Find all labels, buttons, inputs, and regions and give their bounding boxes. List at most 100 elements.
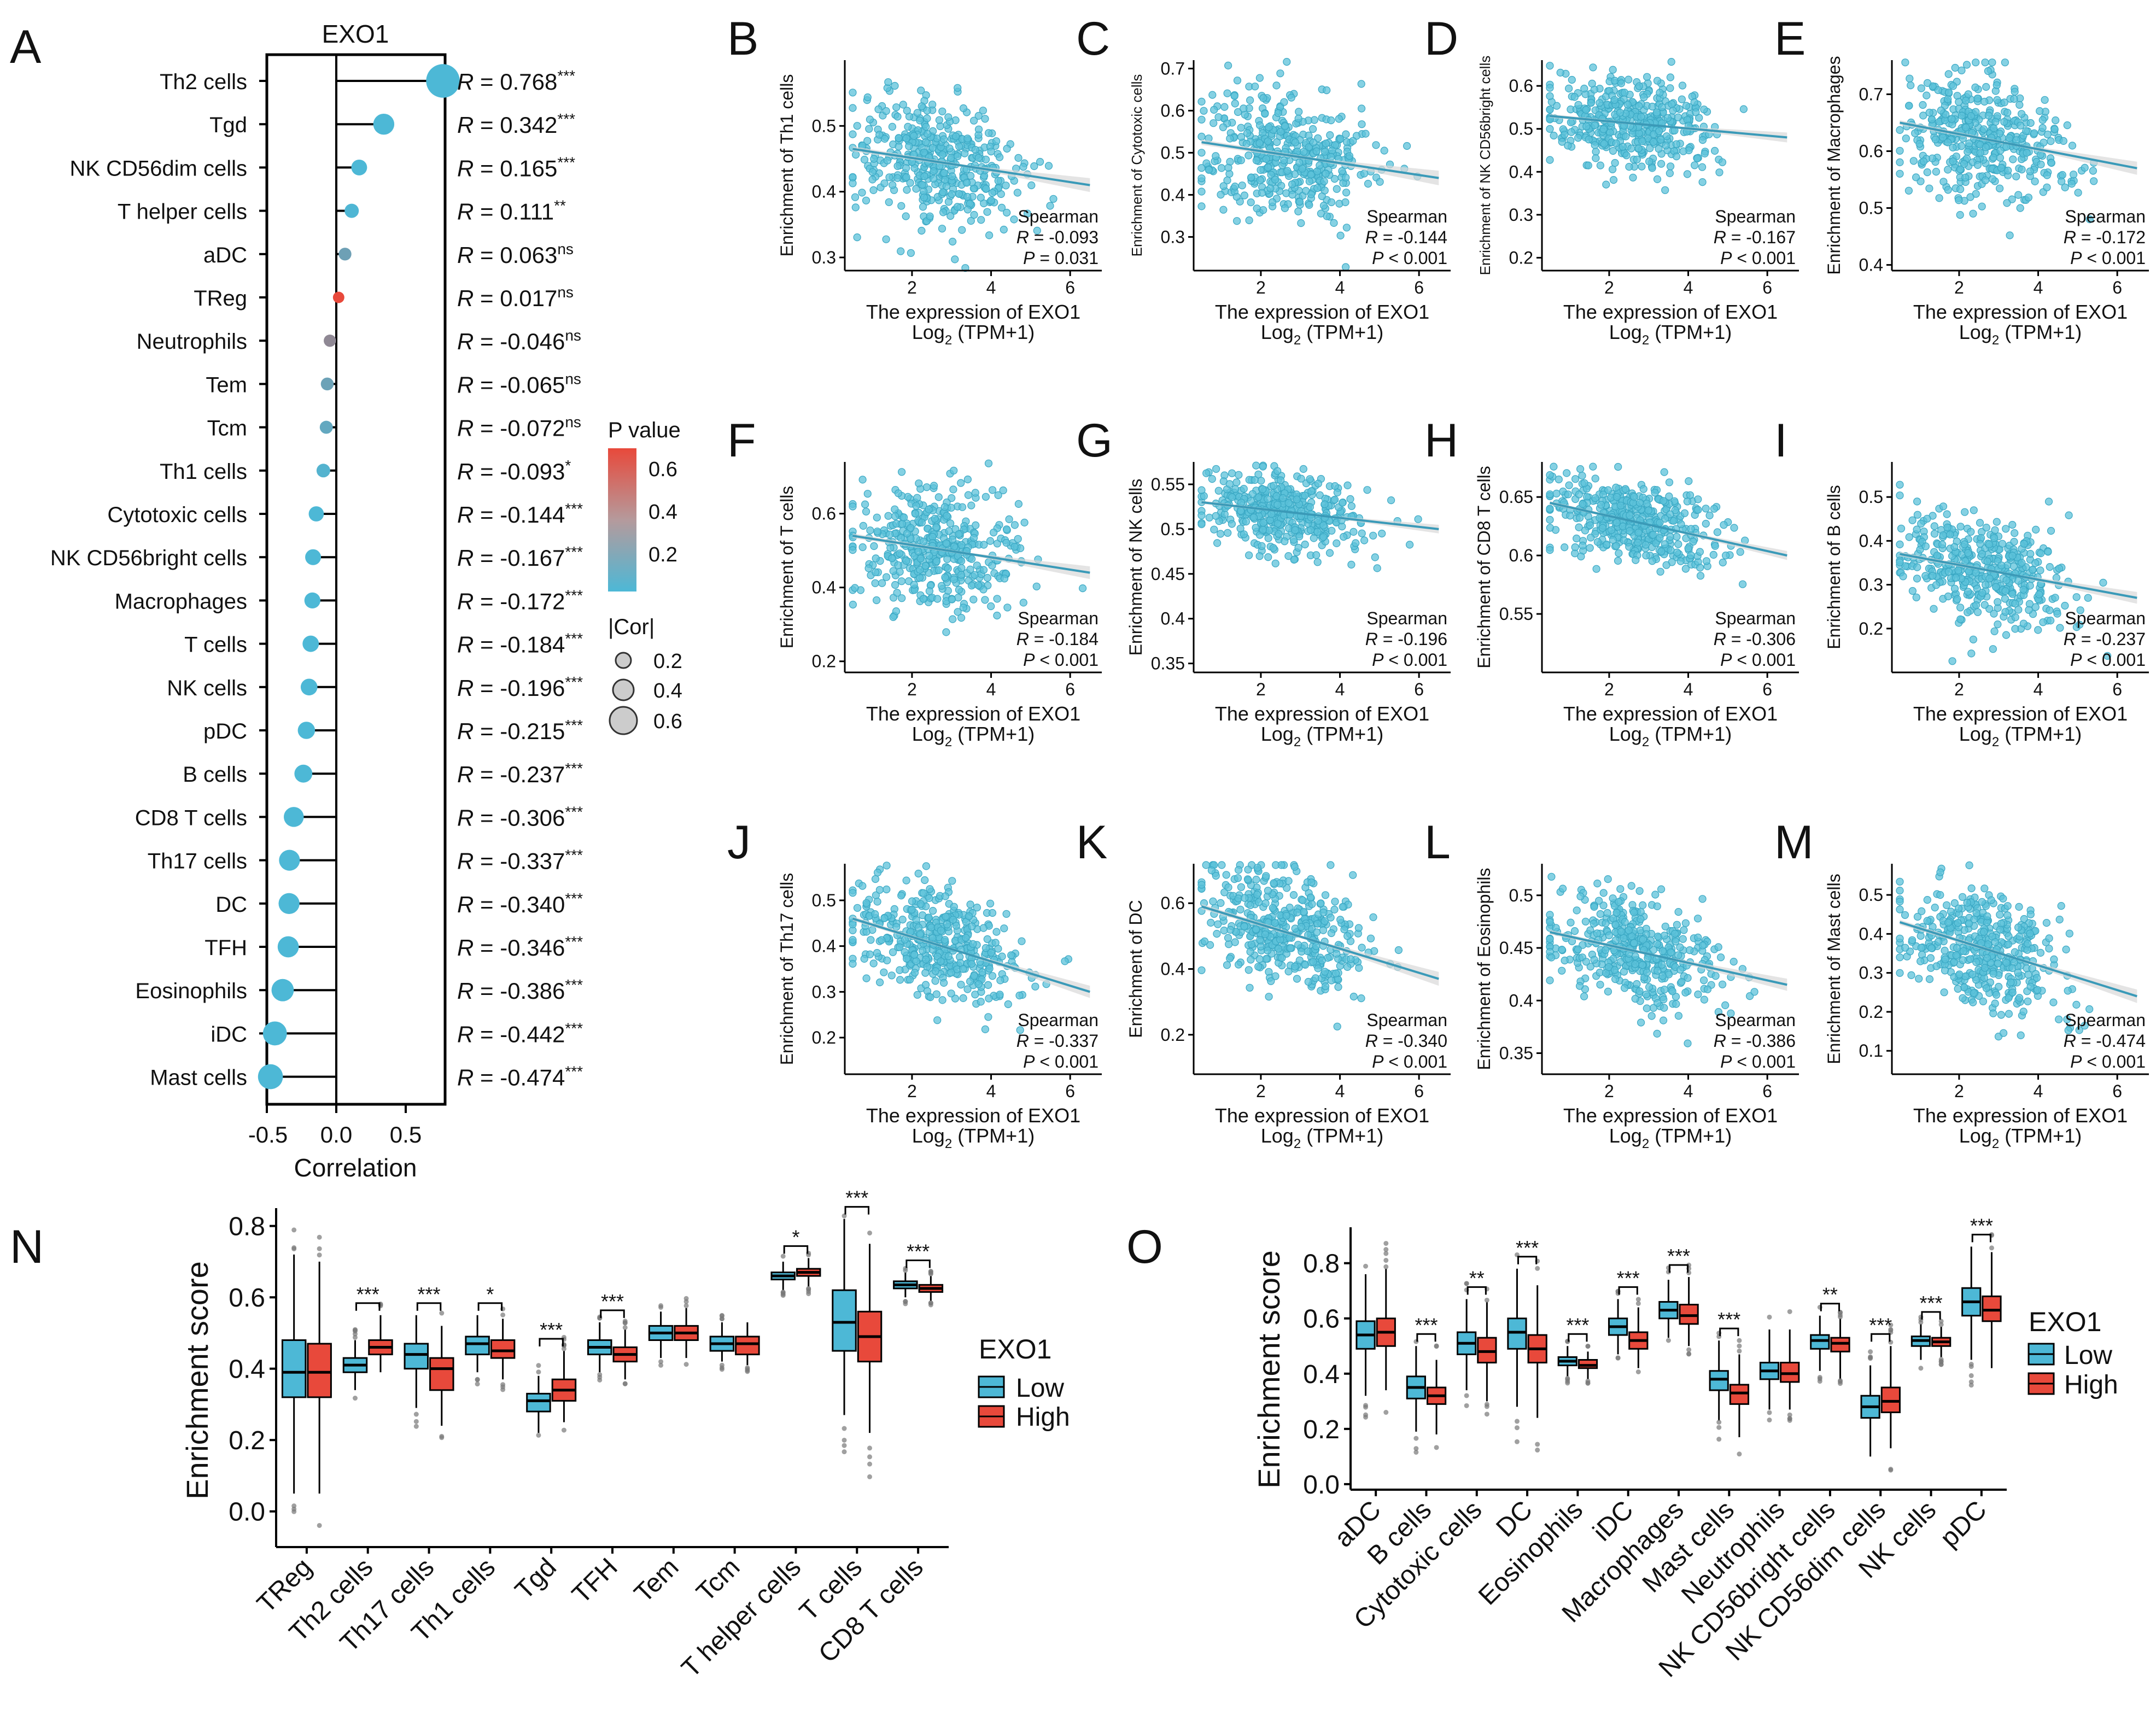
scatter-point <box>1246 983 1254 992</box>
scatter-point <box>1253 204 1261 213</box>
scatter-point <box>2039 618 2047 626</box>
scatter-point <box>871 910 879 918</box>
y-tick-label: 0.2 <box>1859 619 1883 639</box>
scatter-point <box>914 869 922 878</box>
scatter-point <box>923 107 931 115</box>
scatter-point <box>1030 162 1038 171</box>
scatter-point <box>1046 202 1054 210</box>
scatter-point <box>1956 604 1965 612</box>
scatter-point <box>1642 552 1650 560</box>
scatter-point <box>1014 535 1022 543</box>
scatter-point <box>2043 130 2052 139</box>
scatter-point <box>1660 497 1668 505</box>
scatter-point <box>1616 885 1625 893</box>
stats-r: R = -0.337 <box>1016 1031 1099 1051</box>
scatter-point <box>870 155 878 163</box>
scatter-point <box>1588 79 1596 87</box>
scatter-point <box>1245 216 1253 225</box>
y-tick-label: 0.7 <box>1161 58 1185 78</box>
scatter-point <box>1913 511 1921 519</box>
scatter-point <box>1276 69 1284 78</box>
cell-label: NK CD56bright cells <box>50 546 247 570</box>
scatter-point <box>1634 538 1642 547</box>
scatter-point <box>1597 501 1605 509</box>
x-tick-label: 2 <box>1604 278 1614 297</box>
y-tick-label: 0.4 <box>1161 185 1185 204</box>
scatter-point <box>972 521 980 530</box>
scatter-point <box>1976 540 1984 548</box>
scatter-point <box>1306 503 1314 511</box>
lollipop-row: Th17 cells R = -0.337*** <box>148 847 583 874</box>
scatter-point <box>1638 137 1646 145</box>
scatter-point <box>1214 113 1223 121</box>
scatter-point <box>961 149 969 157</box>
scatter-point <box>1908 516 1917 524</box>
y-tick-label: 0.55 <box>1151 475 1185 494</box>
scatter-point <box>1309 125 1317 133</box>
scatter-point <box>1919 157 1928 166</box>
scatter-point <box>1944 166 1952 174</box>
scatter-point <box>1291 138 1299 147</box>
scatter-point <box>1237 883 1245 891</box>
lollipop-row: Cytotoxic cells R = -0.144*** <box>107 500 583 528</box>
x-tick-label: 6 <box>1065 278 1075 297</box>
scatter-point <box>1653 940 1661 948</box>
scatter-point <box>962 934 970 942</box>
scatter-point <box>1949 82 1958 90</box>
scatter-point <box>922 862 931 870</box>
scatter-point <box>1371 553 1379 561</box>
scatter-point <box>1736 548 1744 556</box>
scatter-point <box>1635 102 1643 110</box>
scatter-point <box>1207 866 1216 875</box>
r-value-label: R = -0.474*** <box>457 1063 583 1091</box>
scatter-point <box>2067 180 2076 188</box>
scatter-point <box>984 459 993 467</box>
scatter-point <box>869 186 878 194</box>
scatter-point <box>1333 185 1341 193</box>
scatter-point <box>949 916 957 924</box>
scatter-point <box>933 595 942 603</box>
scatter-point <box>1639 901 1647 910</box>
scatter-point <box>1277 476 1285 484</box>
p-value-tick-06: 0.6 <box>648 458 677 481</box>
scatter-point <box>1907 81 1915 90</box>
scatter-point <box>1253 891 1261 899</box>
scatter-point <box>1264 137 1272 145</box>
scatter-point <box>1031 982 1039 991</box>
scatter-point <box>1264 495 1272 503</box>
scatter-point <box>1223 176 1231 185</box>
scatter-point <box>1667 948 1675 957</box>
scatter-point <box>849 89 857 97</box>
scatter-point <box>1674 113 1682 121</box>
stats-p: P < 0.001 <box>1023 1052 1099 1071</box>
scatter-ylabel: Enrichment of CD8 T cells <box>1474 466 1494 669</box>
scatter-point <box>937 927 945 935</box>
r-value-label: R = -0.237*** <box>457 760 583 787</box>
scatter-point <box>862 196 870 204</box>
scatter-point <box>1944 95 1952 103</box>
scatter-point <box>1280 156 1288 165</box>
scatter-point <box>1032 582 1041 590</box>
scatter-point <box>897 577 906 585</box>
scatter-point <box>1247 496 1255 505</box>
scatter-point <box>891 81 899 90</box>
scatter-point <box>2081 163 2089 172</box>
scatter-point <box>1307 526 1315 534</box>
scatter-point <box>1237 507 1245 515</box>
scatter-point <box>930 174 938 183</box>
scatter-point <box>977 998 985 1006</box>
scatter-point <box>2085 215 2094 224</box>
scatter-point <box>1666 84 1674 92</box>
scatter-point <box>1912 593 1920 601</box>
scatter-point <box>2004 166 2012 175</box>
cell-label: DC <box>215 893 247 917</box>
scatter-point <box>1278 954 1286 962</box>
scatter-point <box>906 179 914 187</box>
x-tick-label: 6 <box>1065 1081 1075 1101</box>
scatter-point <box>1246 901 1254 909</box>
scatter-point <box>1973 161 1982 169</box>
scatter-point <box>1321 148 1329 156</box>
scatter-point <box>1596 910 1604 918</box>
scatter-point <box>1899 572 1907 581</box>
scatter-point <box>1255 955 1264 963</box>
